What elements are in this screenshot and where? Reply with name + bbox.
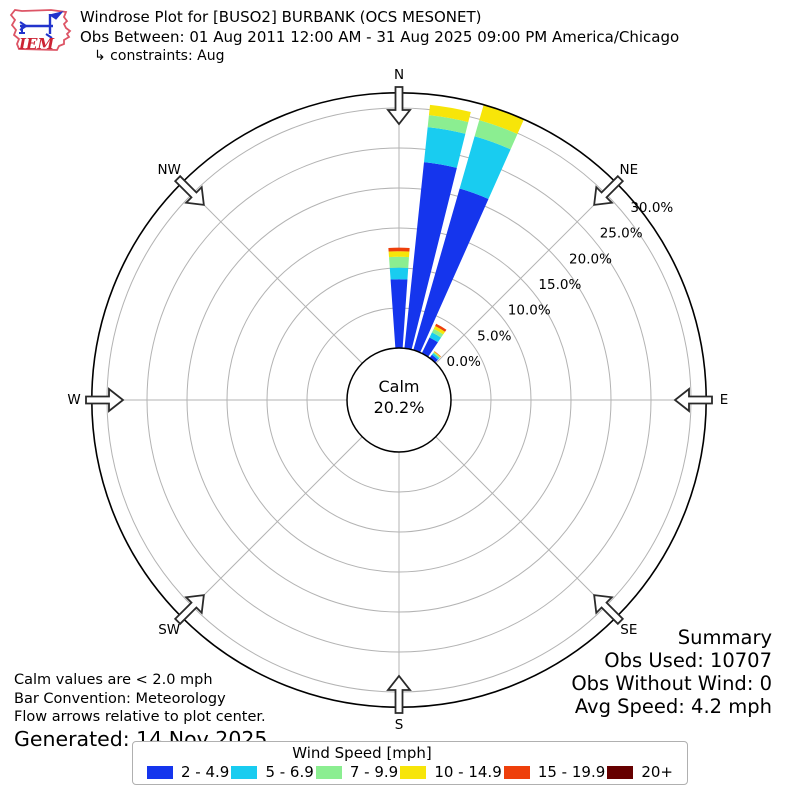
wind-bar-segment xyxy=(413,188,489,353)
ring-label: 30.0% xyxy=(630,200,673,216)
compass-label: W xyxy=(67,392,80,408)
summary-avg-speed: Avg Speed: 4.2 mph xyxy=(574,695,772,718)
page-subtitle: Obs Between: 01 Aug 2011 12:00 AM - 31 A… xyxy=(80,27,680,46)
ring-label: 25.0% xyxy=(600,226,643,242)
legend-swatch xyxy=(147,765,173,779)
note-calm: Calm values are < 2.0 mph xyxy=(14,672,213,688)
ring-label: 15.0% xyxy=(538,277,581,293)
wind-bar-segment xyxy=(431,328,444,338)
summary-obs-without-wind: Obs Without Wind: 0 xyxy=(571,672,772,695)
wind-bar-segment xyxy=(428,104,471,123)
legend-swatch xyxy=(503,765,530,779)
wind-bar-segment xyxy=(431,353,440,360)
iem-logo: IEM xyxy=(9,9,72,53)
wind-bar-segment xyxy=(389,256,409,268)
summary-block: Summary Obs Used: 10707 Obs Without Wind… xyxy=(571,626,772,718)
legend-swatch xyxy=(400,765,427,779)
ring-label: 10.0% xyxy=(508,303,551,319)
legend-title: Wind Speed [mph] xyxy=(292,744,432,762)
footnotes-block: Calm values are < 2.0 mph Bar Convention… xyxy=(14,671,267,751)
summary-obs-used: Obs Used: 10707 xyxy=(604,649,772,672)
constraints-line: ↳ constraints: Aug xyxy=(94,48,225,64)
wind-bar-segment xyxy=(389,267,409,280)
wind-bar-segment xyxy=(459,136,511,200)
flow-arrow-icon xyxy=(673,387,713,413)
weather-vane-icon xyxy=(19,10,64,39)
flow-arrow-icon xyxy=(386,674,412,714)
compass-label: E xyxy=(720,392,729,408)
ring-label: 20.0% xyxy=(569,251,612,267)
wind-bar-segment xyxy=(404,162,457,350)
grid-spoke xyxy=(435,436,617,618)
legend-item: 10 - 14.9 xyxy=(400,763,502,781)
calm-label: Calm xyxy=(378,377,419,396)
compass-label: SW xyxy=(158,622,180,638)
grid-spoke xyxy=(181,436,363,618)
legend-item: 15 - 19.9 xyxy=(503,763,606,781)
legend-label: 20+ xyxy=(641,763,673,781)
ring-label: 5.0% xyxy=(477,328,511,344)
calm-value: 20.2% xyxy=(374,398,425,417)
page-title: Windrose Plot for [BUSO2] BURBANK (OCS M… xyxy=(80,8,482,26)
iem-logo-text: IEM xyxy=(18,35,54,53)
wind-speed-legend: Wind Speed [mph] 2 - 4.9 5 - 6.9 7 - 9.9 10… xyxy=(132,741,688,785)
flow-arrow-icon xyxy=(173,174,205,206)
wind-bar-segment xyxy=(433,352,441,359)
note-arrows: Flow arrows relative to plot center. xyxy=(14,709,266,725)
wind-bar-segment xyxy=(433,325,446,335)
wind-bar-segment xyxy=(421,337,438,357)
wind-bar-segment xyxy=(479,104,524,134)
flow-arrow-icon xyxy=(593,174,625,206)
flow-arrow-icon xyxy=(173,594,205,626)
grid-spoke xyxy=(181,182,363,364)
compass-label: SE xyxy=(620,622,637,638)
flow-arrow-icon xyxy=(386,86,412,126)
note-convention: Bar Convention: Meteorology xyxy=(14,690,226,707)
legend-item: 2 - 4.9 xyxy=(147,763,229,781)
wind-bar-segment xyxy=(388,247,410,252)
legend-swatch xyxy=(607,765,634,779)
summary-heading: Summary xyxy=(677,626,772,649)
wind-bar-segment xyxy=(424,127,466,168)
compass-label: NW xyxy=(157,162,180,178)
compass-label: N xyxy=(394,67,404,83)
legend-item: 20+ xyxy=(607,763,673,781)
wind-bar-segment xyxy=(429,332,442,343)
grid-spoke xyxy=(435,182,617,364)
title-block: Windrose Plot for [BUSO2] BURBANK (OCS M… xyxy=(80,8,679,67)
flow-arrow-icon xyxy=(593,594,625,626)
iowa-outline-icon xyxy=(9,9,72,51)
ring-label: 0.0% xyxy=(446,354,480,370)
wind-bar-segment xyxy=(433,351,441,358)
wind-bar-segment xyxy=(435,323,447,332)
wind-bar-segment xyxy=(427,115,469,134)
legend-label: 15 - 19.9 xyxy=(537,763,606,781)
compass-label: NE xyxy=(619,162,638,178)
legend-label: 10 - 14.9 xyxy=(434,763,502,781)
wind-bar-segment xyxy=(388,251,410,258)
legend-label: 2 - 4.9 xyxy=(181,763,230,781)
legend-item: 7 - 9.9 xyxy=(315,763,399,781)
legend-swatch xyxy=(231,765,258,779)
calm-circle xyxy=(346,347,452,453)
wind-bar-segment xyxy=(429,354,438,363)
compass-label: S xyxy=(395,717,404,733)
legend-label: 7 - 9.9 xyxy=(349,763,399,781)
wind-bar-segment xyxy=(474,120,518,150)
wind-bar-segment xyxy=(434,351,441,357)
legend-swatch xyxy=(315,765,342,779)
wind-bar-segment xyxy=(390,279,408,349)
legend-row: 2 - 4.9 5 - 6.9 7 - 9.9 10 - 14.9 15 - 19.9 2… xyxy=(133,762,687,781)
flow-arrow-icon xyxy=(85,387,125,413)
legend-item: 5 - 6.9 xyxy=(231,763,314,781)
legend-label: 5 - 6.9 xyxy=(265,763,314,781)
